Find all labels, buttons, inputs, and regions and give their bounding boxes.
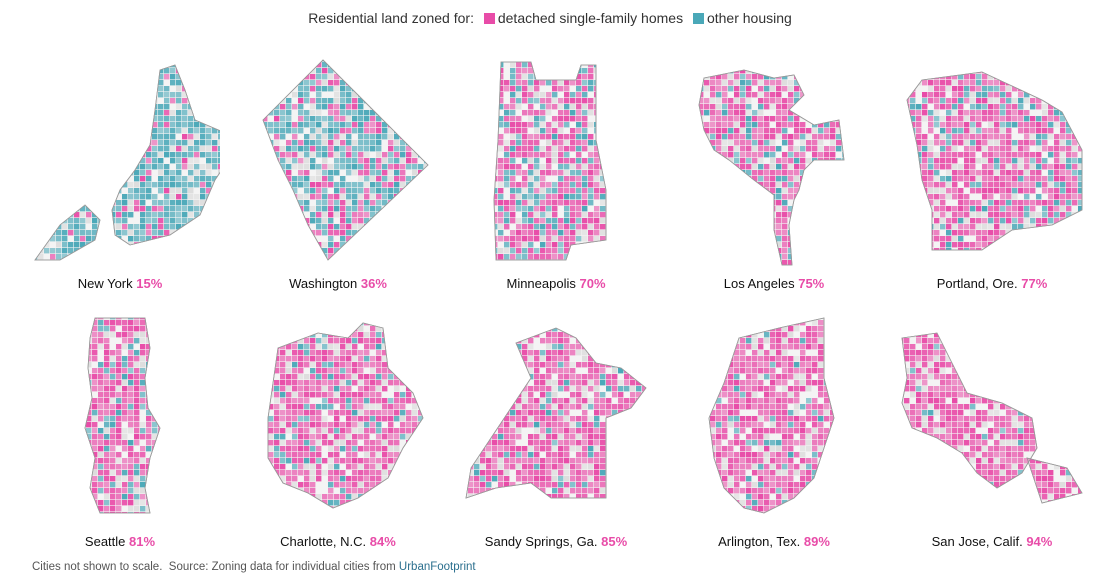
zoning-blocks: [494, 62, 606, 260]
los-angeles-name: Los Angeles: [723, 276, 795, 291]
city-boundary-line: [493, 61, 607, 261]
washington-caption: Washington 36%: [238, 276, 438, 291]
zoning-blocks: [466, 328, 646, 498]
sandy-springs-map: [465, 327, 647, 499]
new-york-caption: New York 15%: [20, 276, 220, 291]
source-note: Source: Zoning data for individual citie…: [168, 561, 396, 573]
legend: Residential land zoned for: detached sin…: [0, 10, 1100, 26]
arlington-name: Arlington, Tex.: [718, 534, 801, 549]
city-boundary-line: [267, 322, 424, 509]
charlotte-pct: 84%: [369, 534, 396, 549]
san-jose-caption: San Jose, Calif. 94%: [892, 534, 1092, 549]
footer-note: Cities not shown to scale. Source: Zonin…: [32, 561, 476, 573]
zoning-blocks: [35, 65, 220, 260]
urbanfootprint-link[interactable]: UrbanFootprint: [398, 561, 476, 573]
charlotte-caption: Charlotte, N.C. 84%: [238, 534, 438, 549]
arlington-pct: 89%: [803, 534, 830, 549]
new-york-map: [34, 64, 220, 261]
arlington-caption: Arlington, Tex. 89%: [674, 534, 874, 549]
portland-map: [906, 71, 1083, 251]
minneapolis-pct: 70%: [579, 276, 606, 291]
city-boundary-line: [708, 317, 835, 514]
arlington-map: [708, 317, 835, 514]
city-boundary-line: [34, 64, 220, 261]
minneapolis-name: Minneapolis: [506, 276, 576, 291]
charlotte-map: [267, 322, 424, 509]
zoning-blocks: [907, 72, 1082, 250]
single-family-swatch: [483, 13, 495, 24]
legend-item-other-housing: other housing: [689, 10, 792, 26]
los-angeles-map: [698, 69, 845, 266]
san-jose-map: [901, 332, 1083, 504]
seattle-caption: Seattle 81%: [20, 534, 220, 549]
city-boundary-line: [84, 317, 161, 514]
san-jose-name: San Jose, Calif.: [931, 534, 1023, 549]
city-boundary-line: [262, 59, 429, 261]
sandy-springs-pct: 85%: [601, 534, 628, 549]
sandy-springs-name: Sandy Springs, Ga.: [484, 534, 598, 549]
zoning-blocks: [902, 333, 1082, 503]
charlotte-name: Charlotte, N.C.: [280, 534, 367, 549]
washington-map: [262, 59, 429, 261]
portland-pct: 77%: [1021, 276, 1048, 291]
sandy-springs-caption: Sandy Springs, Ga. 85%: [456, 534, 656, 549]
washington-name: Washington: [289, 276, 358, 291]
portland-caption: Portland, Ore. 77%: [892, 276, 1092, 291]
minneapolis-map: [493, 61, 607, 261]
legend-label: Residential land zoned for:: [308, 10, 474, 26]
legend-item-other-housing-label: other housing: [706, 10, 792, 26]
city-boundary-line: [465, 327, 647, 499]
legend-item-single-family-label: detached single-family homes: [497, 10, 684, 26]
city-boundary-line: [698, 69, 845, 266]
scale-note: Cities not shown to scale.: [32, 561, 163, 573]
seattle-pct: 81%: [129, 534, 156, 549]
city-boundary-line: [906, 71, 1083, 251]
new-york-name: New York: [77, 276, 133, 291]
city-boundary-line: [901, 332, 1083, 504]
other-housing-swatch: [692, 13, 704, 24]
seattle-name: Seattle: [84, 534, 126, 549]
san-jose-pct: 94%: [1026, 534, 1053, 549]
new-york-pct: 15%: [136, 276, 163, 291]
los-angeles-caption: Los Angeles 75%: [674, 276, 874, 291]
washington-pct: 36%: [360, 276, 387, 291]
minneapolis-caption: Minneapolis 70%: [456, 276, 656, 291]
los-angeles-pct: 75%: [798, 276, 825, 291]
portland-name: Portland, Ore.: [936, 276, 1018, 291]
seattle-map: [84, 317, 161, 514]
legend-item-single-family: detached single-family homes: [480, 10, 687, 26]
